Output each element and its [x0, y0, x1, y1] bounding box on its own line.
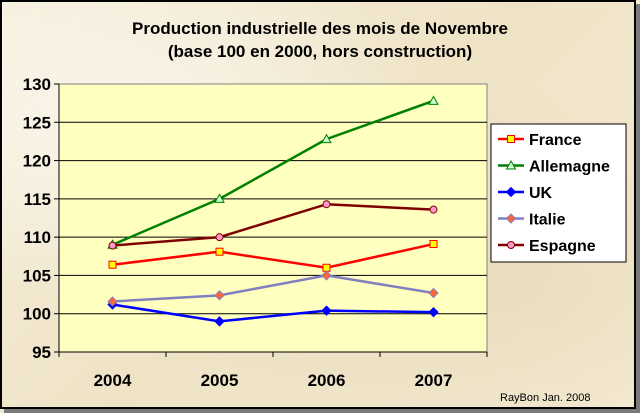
legend-label-espagne: Espagne	[529, 238, 596, 255]
y-tick-label: 100	[23, 305, 51, 324]
series-line-uk	[112, 303, 434, 323]
legend-marker-italie	[505, 213, 517, 224]
data-point-espagne	[322, 200, 331, 209]
data-point-italie	[107, 296, 118, 307]
y-tick-label: 105	[23, 266, 51, 285]
legend-marker-allemagne	[505, 159, 517, 170]
data-point-espagne	[429, 205, 438, 214]
data-point-france	[322, 263, 331, 272]
y-tick-label: 115	[24, 190, 51, 209]
series-line-espagne	[112, 202, 434, 247]
data-point-uk	[321, 305, 332, 316]
data-point-uk	[428, 306, 439, 318]
legend: France Allemagne UK Italie Espagne	[490, 123, 627, 263]
x-tick-label: 2006	[308, 371, 346, 390]
data-point-italie	[428, 287, 439, 299]
y-tick-label: 110	[24, 228, 51, 247]
x-tick-label: 2005	[201, 371, 239, 390]
data-point-allemagne	[214, 193, 225, 203]
plot-area: 95 100 105 110 115 120 125 130 2004 2005 2006 2007	[23, 75, 488, 390]
series-line-italie	[112, 274, 434, 303]
legend-marker-uk	[505, 186, 517, 198]
legend-label-allemagne: Allemagne	[529, 159, 610, 176]
legend-label-uk: UK	[529, 185, 553, 202]
credit-label: RayBon Jan. 2008	[500, 392, 591, 404]
data-point-allemagne	[321, 133, 332, 144]
y-tick-label: 95	[32, 343, 51, 362]
y-tick-label: 120	[23, 152, 51, 171]
data-point-espagne	[108, 241, 117, 250]
legend-label-france: France	[529, 132, 582, 149]
data-point-allemagne	[428, 95, 439, 105]
data-point-france	[429, 240, 438, 249]
data-point-italie	[321, 270, 332, 281]
y-tick-label: 130	[23, 75, 51, 94]
series-line-france	[112, 242, 434, 270]
x-tick-label: 2004	[94, 371, 132, 390]
chart-title: Production industrielle des mois de Nove…	[132, 19, 508, 38]
data-point-france	[215, 247, 224, 256]
data-point-uk	[214, 316, 225, 327]
y-tick-label: 125	[23, 113, 51, 132]
x-tick-label: 2007	[415, 371, 453, 390]
data-point-france	[108, 260, 117, 269]
chart-subtitle: (base 100 en 2000, hors construction)	[168, 42, 472, 61]
legend-marker-france	[507, 135, 515, 143]
legend-marker-espagne	[507, 241, 515, 249]
legend-label-italie: Italie	[529, 212, 566, 229]
series-line-allemagne	[112, 99, 434, 246]
data-point-espagne	[215, 233, 224, 242]
data-point-italie	[214, 290, 225, 301]
